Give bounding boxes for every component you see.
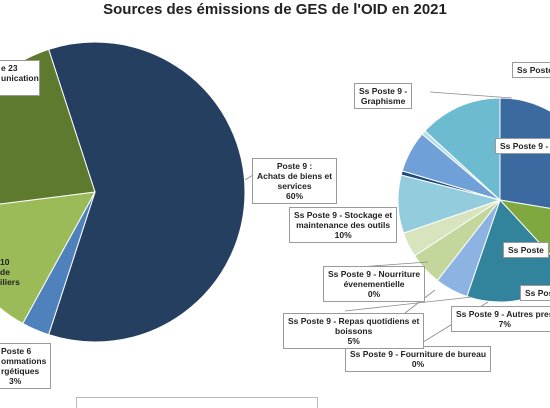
- label-poste-23: e 23 unication: [0, 60, 40, 96]
- leader-line-3: [344, 296, 473, 312]
- sub-slice-ss-poste-9-stockage-et-maintenance-des-outils: [424, 97, 501, 202]
- leader-line-0: [429, 91, 513, 99]
- legend-frame: [76, 397, 318, 408]
- main-slice-poste-9-achats-de-biens-et-services: [48, 41, 246, 343]
- sub-slice-ss-poste-9-graphisme: [499, 97, 550, 209]
- label-repas-quotidiens: Ss Poste 9 - Repas quotidiens et boisson…: [283, 313, 425, 349]
- main-pie: [0, 41, 246, 343]
- sub-pie: [397, 97, 550, 303]
- label-poste-10: 10 de iliers: [0, 257, 20, 287]
- label-autres-prestations: Ss Poste 9 - Autres pres 7%: [451, 306, 550, 332]
- label-consommations-energetiques: Poste 6 ommations rgétiques 3%: [0, 343, 52, 389]
- label-graphisme: Ss Poste 9 - Graphisme: [354, 83, 413, 109]
- sub-slice-ss-poste: [498, 199, 550, 256]
- label-fourniture-bureau: Ss Poste 9 - Fourniture de bureau 0%: [345, 346, 492, 372]
- label-nourriture-evenementielle: Ss Poste 9 - Nourriture évenementielle 0…: [323, 266, 426, 302]
- leader-line-1: [244, 174, 254, 181]
- chart-title: Sources des émissions de GES de l'OID en…: [103, 1, 447, 18]
- label-stockage-maintenance: Ss Poste 9 - Stockage et maintenance des…: [289, 207, 398, 243]
- label-ss-poste-d: Ss Poste 9 - D: [495, 138, 550, 154]
- label-ss-poste-top: Ss Poste: [512, 62, 550, 78]
- label-achats-biens-services: Poste 9 : Achats de biens et services 60…: [252, 158, 338, 204]
- label-ss-poste-right: Ss Poste: [503, 242, 549, 258]
- main-slice-poste-10: [0, 191, 96, 325]
- label-ss-pos-right: Ss Pos: [520, 285, 550, 301]
